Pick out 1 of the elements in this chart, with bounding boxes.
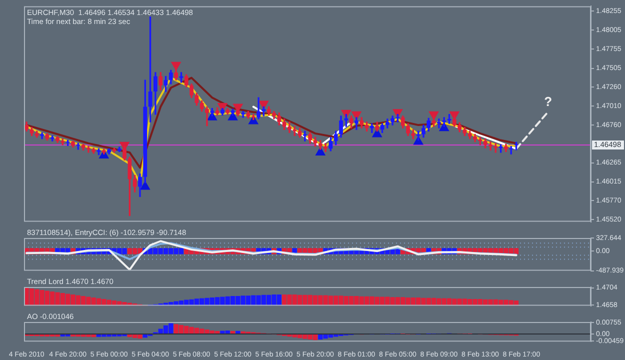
annotation: ? — [544, 94, 552, 110]
